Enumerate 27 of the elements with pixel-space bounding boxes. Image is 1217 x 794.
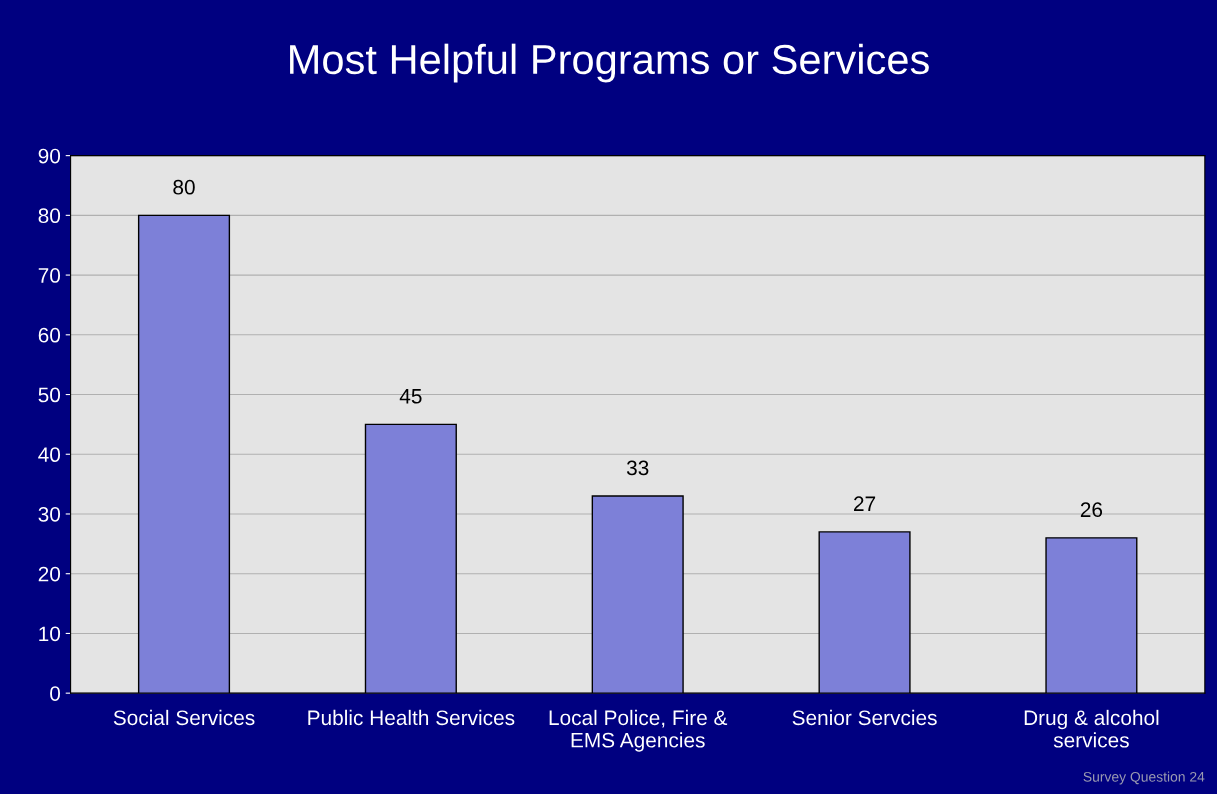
data-label: 45 [399, 389, 422, 404]
bar [364, 423, 457, 694]
bar [137, 214, 231, 694]
y-tick-label: 30 [38, 506, 61, 522]
y-tick-label: 40 [38, 447, 61, 463]
y-tick-label: 80 [38, 208, 61, 224]
y-tick-label: 70 [38, 268, 61, 283]
y-tick-label: 0 [50, 686, 61, 701]
y-tick-label: 10 [39, 626, 61, 642]
x-tick-label: Public Health Services [308, 709, 515, 726]
y-tick-label: 50 [38, 387, 61, 403]
data-label: 26 [1080, 502, 1103, 518]
y-tick-label: 90 [38, 148, 61, 164]
text: Survey Question 24 [1083, 771, 1205, 785]
chart-title: Most Helpful Programs or Services [290, 43, 929, 83]
x-tick-label: Drug & alcohol services [1024, 709, 1159, 748]
bar [591, 495, 684, 694]
data-label: 80 [173, 179, 195, 195]
x-tick-label: Local Police, Fire & EMS Agencies [549, 709, 728, 752]
x-tick-label: Senior Servcies [792, 709, 937, 726]
bar [1045, 537, 1138, 694]
data-label: 27 [854, 496, 876, 511]
bar [818, 531, 911, 694]
x-tick-label: Social Services [113, 709, 255, 726]
y-tick-label: 60 [38, 327, 61, 343]
y-tick-label: 20 [38, 566, 61, 582]
data-label: 33 [626, 460, 649, 476]
